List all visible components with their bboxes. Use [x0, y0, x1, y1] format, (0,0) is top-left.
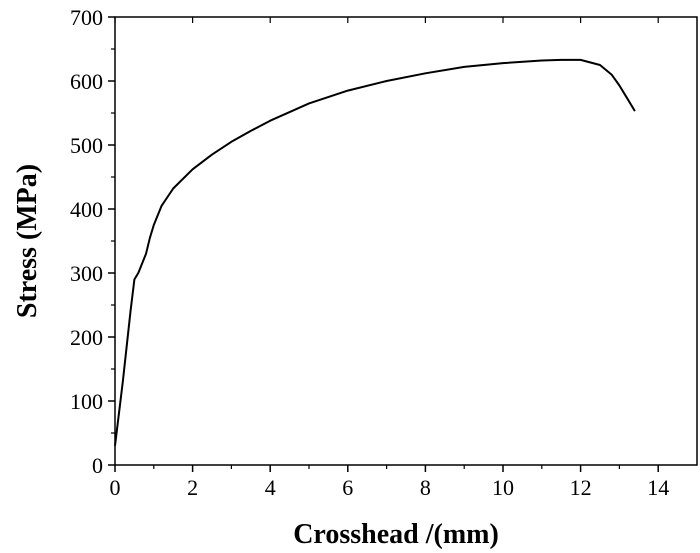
x-axis-title: Crosshead /(mm) [293, 519, 499, 550]
x-axis-ticks: 0 2 4 6 8 10 12 14 [110, 17, 669, 500]
y-tick-label: 0 [92, 453, 103, 478]
plot-border [114, 16, 698, 466]
x-tick-label: 10 [492, 475, 514, 500]
x-tick-label: 6 [342, 475, 353, 500]
stress-curve [114, 58, 636, 446]
y-tick-label: 300 [70, 261, 103, 286]
y-tick-label: 200 [70, 325, 103, 350]
y-axis-ticks: 0 100 200 300 400 500 600 700 [70, 5, 115, 478]
y-tick-label: 400 [70, 197, 103, 222]
y-tick-label: 700 [70, 5, 103, 30]
y-tick-label: 600 [70, 69, 103, 94]
plot-frame [114, 16, 698, 466]
y-axis-title: Stress (MPa) [12, 164, 43, 318]
x-tick-label: 12 [570, 475, 592, 500]
series-layer [114, 58, 636, 446]
x-tick-label: 2 [187, 475, 198, 500]
x-tick-label: 4 [265, 475, 276, 500]
x-tick-label: 0 [110, 475, 121, 500]
x-tick-label: 14 [647, 475, 669, 500]
x-tick-label: 8 [420, 475, 431, 500]
y-tick-label: 500 [70, 133, 103, 158]
y-tick-label: 100 [70, 389, 103, 414]
